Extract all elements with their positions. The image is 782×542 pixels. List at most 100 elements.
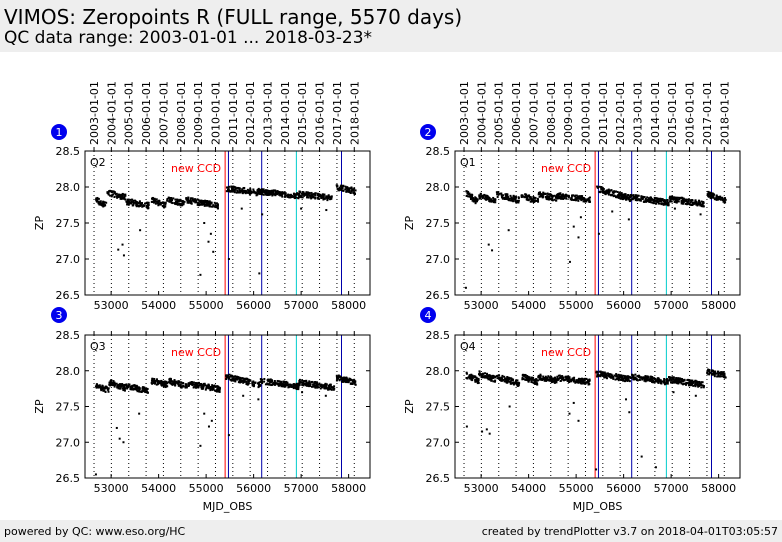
data-point <box>621 195 624 198</box>
data-point <box>277 380 280 383</box>
data-point <box>484 195 487 198</box>
x-tick-label: 57000 <box>284 482 319 495</box>
data-point <box>316 386 319 389</box>
data-point <box>236 191 239 194</box>
data-point <box>329 196 332 199</box>
panel-badge-number: 2 <box>425 126 432 139</box>
data-point <box>692 380 695 383</box>
data-point <box>656 199 659 202</box>
data-points <box>95 184 357 276</box>
data-point <box>677 382 680 385</box>
data-point <box>699 204 702 207</box>
data-point <box>252 190 255 193</box>
outlier-point <box>122 254 125 257</box>
data-point <box>245 380 248 383</box>
data-point <box>475 376 478 379</box>
data-point <box>124 387 127 390</box>
data-point <box>295 196 298 199</box>
data-point <box>709 197 712 200</box>
data-point <box>588 383 591 386</box>
data-point <box>162 383 165 386</box>
data-point <box>639 198 642 201</box>
data-point <box>127 199 130 202</box>
data-point <box>530 380 533 383</box>
data-point <box>342 380 345 383</box>
data-point <box>617 377 620 380</box>
data-point <box>226 374 229 377</box>
data-point <box>631 197 634 200</box>
y-tick-label: 28.5 <box>426 145 451 158</box>
data-point <box>628 380 631 383</box>
data-point <box>553 381 556 384</box>
data-point <box>676 377 679 380</box>
data-point <box>290 195 293 198</box>
data-point <box>712 194 715 197</box>
data-point <box>574 381 577 384</box>
data-point <box>329 387 332 390</box>
data-point <box>155 378 158 381</box>
data-point <box>649 198 652 201</box>
data-point <box>261 382 264 385</box>
data-point <box>225 378 228 381</box>
data-point <box>587 197 590 200</box>
y-tick-label: 27.0 <box>426 436 451 449</box>
data-point <box>132 203 135 206</box>
data-point <box>187 385 190 388</box>
panel-badge-circle <box>420 307 436 323</box>
data-point <box>327 195 330 198</box>
data-point <box>643 200 646 203</box>
data-point <box>120 193 123 196</box>
data-point <box>702 200 705 203</box>
data-point <box>141 387 144 390</box>
data-point <box>273 382 276 385</box>
data-point <box>577 381 580 384</box>
data-point <box>641 195 644 198</box>
data-point <box>566 375 569 378</box>
data-point <box>611 376 614 379</box>
data-point <box>694 200 697 203</box>
data-point <box>636 195 639 198</box>
data-point <box>288 383 291 386</box>
data-point <box>206 200 209 203</box>
data-point <box>657 381 660 384</box>
new-ccd-annotation: new CCD <box>171 346 221 359</box>
data-point <box>99 385 102 388</box>
data-point <box>509 194 512 197</box>
data-point <box>653 199 656 202</box>
data-point <box>679 381 682 384</box>
data-point <box>614 378 617 381</box>
data-point <box>476 377 479 380</box>
data-point <box>618 195 621 198</box>
data-point <box>676 378 679 381</box>
data-point <box>213 205 216 208</box>
data-point <box>643 377 646 380</box>
data-point <box>524 193 527 196</box>
data-point <box>326 199 329 202</box>
data-point <box>203 203 206 206</box>
outlier-point <box>464 286 467 289</box>
data-point <box>542 193 545 196</box>
data-point <box>259 190 262 193</box>
data-point <box>331 386 334 389</box>
data-point <box>489 199 492 202</box>
data-point <box>345 187 348 190</box>
data-point <box>252 381 255 384</box>
data-point <box>286 382 289 385</box>
data-point <box>478 374 481 377</box>
data-point <box>347 189 350 192</box>
data-point <box>654 377 657 380</box>
data-point <box>120 383 123 386</box>
data-point <box>621 376 624 379</box>
data-point <box>197 198 200 201</box>
data-point <box>584 381 587 384</box>
data-point <box>718 197 721 200</box>
data-point <box>109 384 112 387</box>
data-point <box>715 198 718 201</box>
data-point <box>536 198 539 201</box>
data-point <box>192 381 195 384</box>
data-point <box>620 374 623 377</box>
data-point <box>276 383 279 386</box>
data-point <box>698 199 701 202</box>
data-point <box>247 382 250 385</box>
top-date-label: 2006-01-01 <box>140 81 153 145</box>
